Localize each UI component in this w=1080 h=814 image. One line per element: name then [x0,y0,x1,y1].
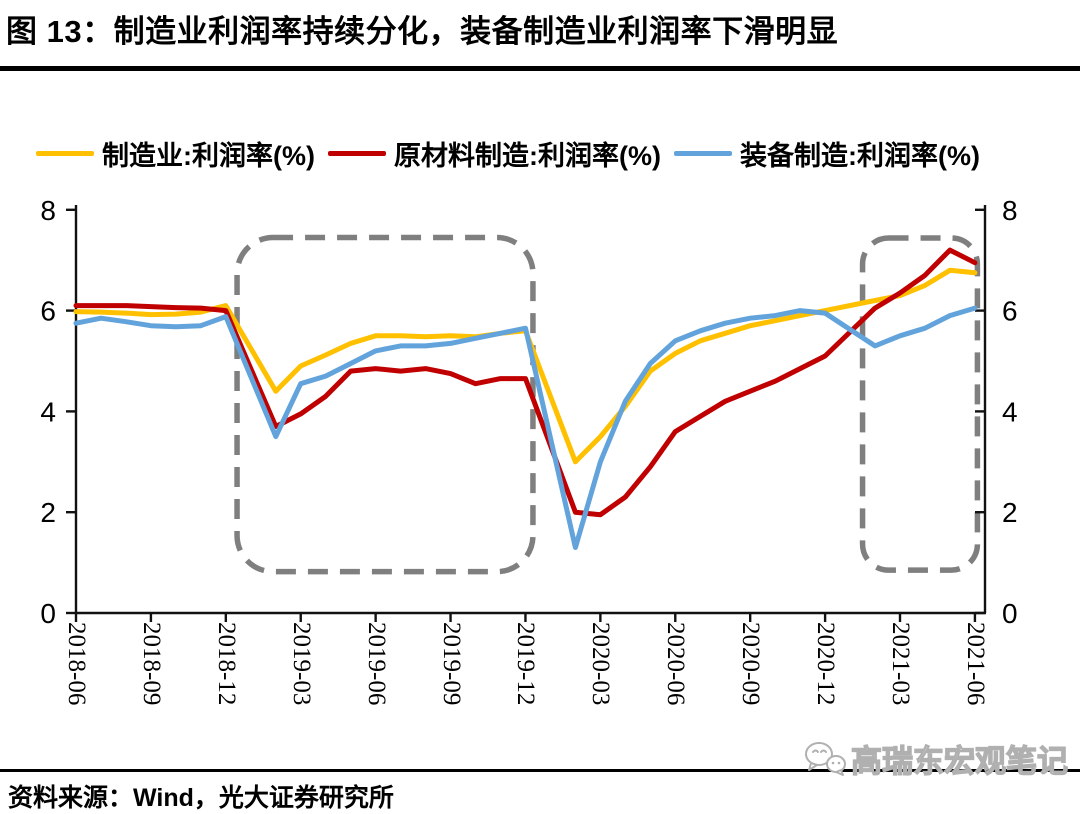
x-axis-label: 2019-06 [362,622,390,706]
x-axis-label: 2019-09 [437,622,465,706]
figure-title: 图 13：制造业利润率持续分化，装备制造业利润率下滑明显 [6,14,839,49]
x-axis-label: 2020-06 [662,622,690,706]
legend-swatch [673,151,732,156]
legend-swatch [327,151,386,156]
legend-item-1: 制造业:利润率(%) [36,134,315,173]
y-axis-label-right: 6 [1002,296,1018,327]
x-axis-label: 2020-03 [587,622,615,706]
y-axis-label-right: 2 [1002,497,1018,528]
highlight-dashed-box-2 [859,235,981,573]
x-axis-label: 2020-12 [812,622,840,706]
legend-item-2: 原材料制造:利润率(%) [327,134,661,173]
y-axis-label-left: 8 [40,195,56,226]
highlight-dashed-box-1 [234,234,536,575]
y-axis-label-left: 6 [40,296,56,327]
x-axis-label: 2021-03 [887,622,914,706]
legend-label: 制造业:利润率(%) [102,141,315,171]
y-axis-label-left: 0 [40,598,56,629]
title-rule [0,66,1080,71]
watermark: 高瑞东宏观笔记 [803,736,1069,781]
y-axis-label-right: 8 [1002,195,1018,226]
x-axis-label: 2021-06 [961,622,989,706]
series-line-2 [73,247,978,518]
footer-rule [0,769,1080,772]
legend-item-3: 装备制造:利润率(%) [673,134,980,173]
legend-label: 装备制造:利润率(%) [739,141,980,171]
legend-swatch [36,151,94,156]
series-line-3 [73,305,978,550]
series-line-1 [73,267,978,465]
wechat-chat-icon [805,741,846,776]
x-axis-label: 2018-09 [137,622,165,706]
y-axis-label-left: 2 [40,497,56,528]
y-axis-label-left: 4 [40,396,56,427]
x-axis-label: 2019-03 [287,622,315,706]
x-axis-label: 2019-12 [512,622,540,706]
y-axis-label-right: 4 [1002,396,1018,427]
y-axis-label-right: 0 [1002,598,1018,629]
source-note: 资料来源：Wind，光大证券研究所 [8,784,394,812]
legend-label: 原材料制造:利润率(%) [393,141,661,171]
x-axis-label: 2018-06 [63,622,90,706]
watermark-text: 高瑞东宏观笔记 [850,743,1068,779]
x-axis-label: 2018-12 [212,622,240,706]
chart-legend: 制造业:利润率(%) 原材料制造:利润率(%) 装备制造:利润率(%) [36,134,980,173]
x-axis-label: 2020-09 [737,622,765,706]
